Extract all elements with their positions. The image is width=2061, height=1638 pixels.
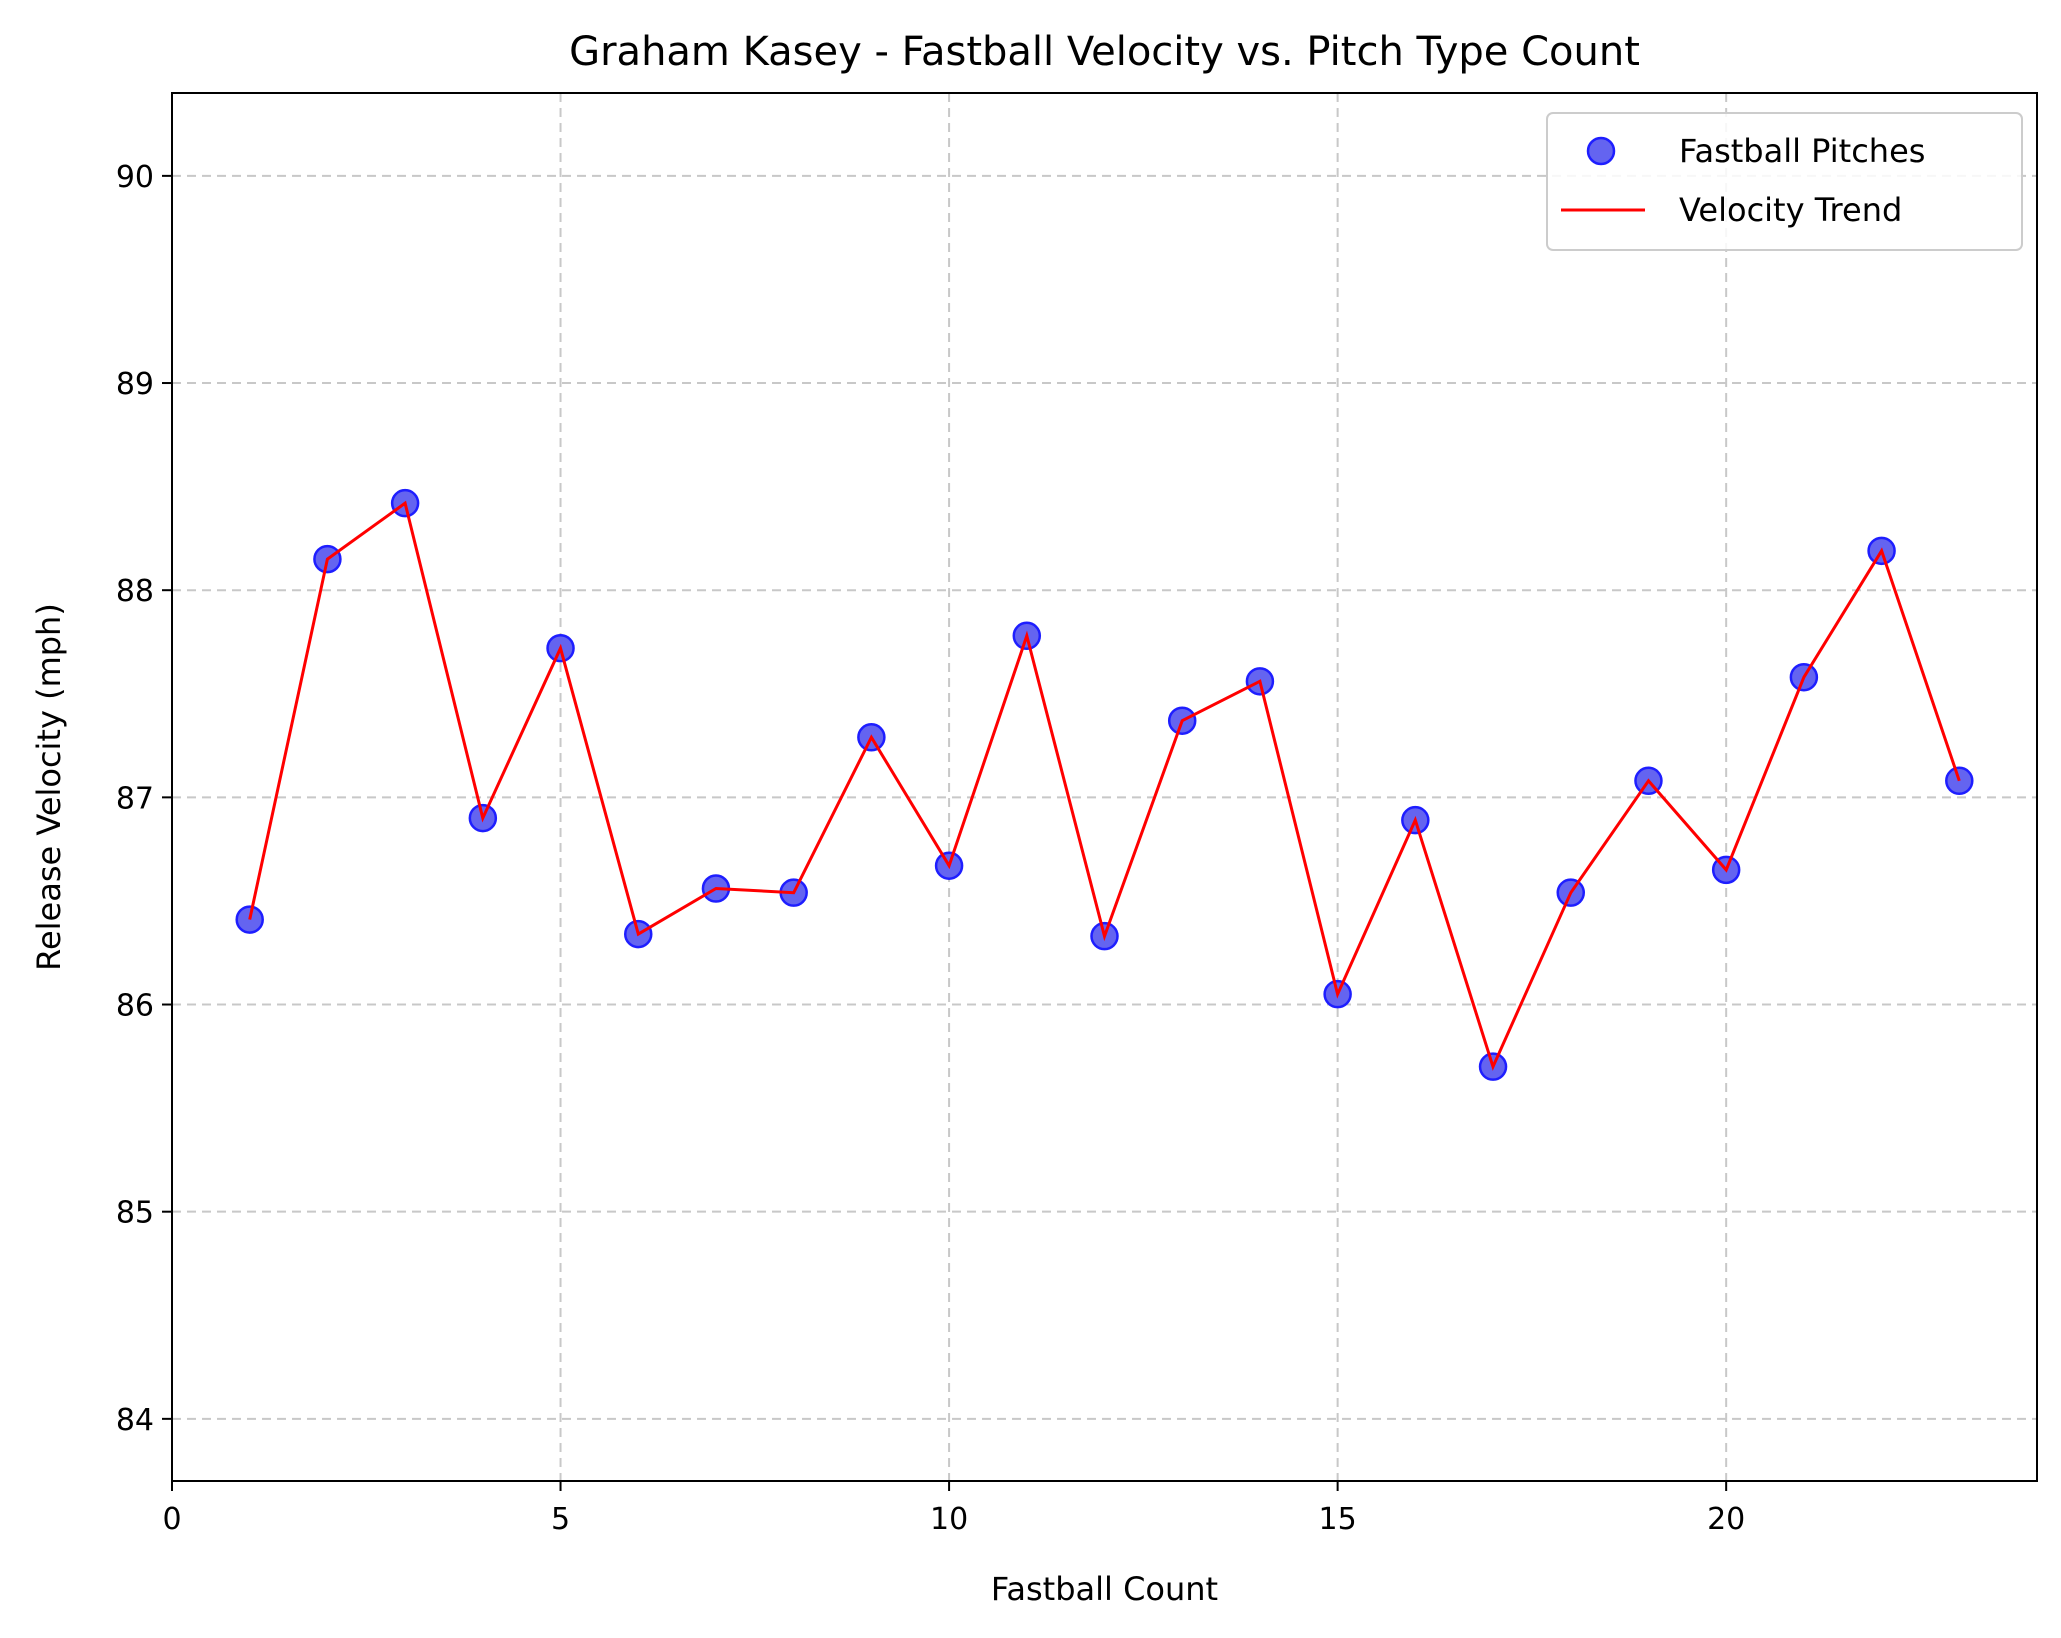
chart-title: Graham Kasey - Fastball Velocity vs. Pit… xyxy=(569,29,1640,75)
legend: Fastball Pitches Velocity Trend xyxy=(1546,112,2023,251)
y-tick-label: 84 xyxy=(116,1403,154,1438)
y-tick-label: 88 xyxy=(116,574,154,609)
y-tick-label: 85 xyxy=(116,1196,154,1231)
y-tick-label: 86 xyxy=(116,989,154,1024)
y-tick-label: 89 xyxy=(116,367,154,402)
legend-marker-fastball-pitches xyxy=(1586,136,1616,166)
x-tick-label: 5 xyxy=(551,1502,570,1537)
legend-box xyxy=(1546,112,2023,251)
x-tick-label: 15 xyxy=(1319,1502,1357,1537)
plot-series xyxy=(235,488,1974,1081)
legend-label-fastball-pitches: Fastball Pitches xyxy=(1679,132,1925,170)
x-axis-label: Fastball Count xyxy=(991,1570,1218,1608)
plot-frame xyxy=(171,92,2038,1482)
grid xyxy=(172,93,2037,1481)
x-tick-label: 0 xyxy=(162,1502,181,1537)
x-tick-label: 10 xyxy=(930,1502,968,1537)
legend-label-velocity-trend: Velocity Trend xyxy=(1679,191,1902,229)
y-tick-label: 87 xyxy=(116,781,154,816)
axis-ticks: 0 5 10 15 20 84 85 86 87 88 89 90 xyxy=(116,160,1745,1537)
y-axis-label: Release Velocity (mph) xyxy=(30,603,68,971)
x-tick-label: 20 xyxy=(1707,1502,1745,1537)
y-tick-label: 90 xyxy=(116,160,154,195)
velocity-trend-line xyxy=(248,500,1961,1071)
